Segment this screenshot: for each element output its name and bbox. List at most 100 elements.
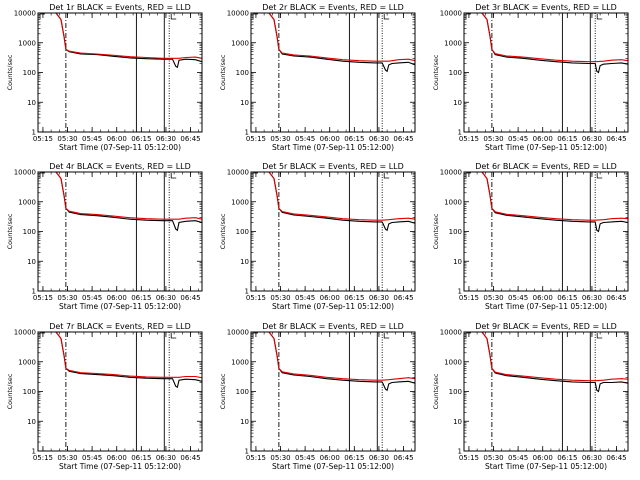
x-tick-label: 06:45 (180, 454, 200, 462)
chart-panel-5: Det 5r BLACK = Events, RED = LLD Counts/s… (219, 162, 416, 311)
y-axis-label: Counts/sec (6, 213, 14, 249)
lld-series-line (464, 13, 628, 63)
y-tick-label: 1000 (231, 39, 249, 47)
x-axis-label: Start Time (07-Sep-11 05:12:00) (59, 302, 181, 311)
x-tick-label: 05:30 (57, 135, 77, 143)
x-tick-label: 06:45 (393, 135, 413, 143)
x-tick-label: 06:00 (320, 294, 340, 302)
x-tick-label: 06:00 (107, 135, 127, 143)
y-tick-label: 10 (240, 99, 249, 107)
x-tick-label: 06:30 (582, 135, 602, 143)
y-tick-label: 10000 (227, 329, 249, 337)
x-tick-label: 05:30 (270, 135, 290, 143)
x-tick-label: 05:30 (483, 135, 503, 143)
plot-frame (37, 12, 203, 133)
y-tick-label: 10000 (227, 169, 249, 177)
plot-frame (250, 331, 416, 452)
top-left-bracket (465, 13, 471, 19)
y-tick-label: 100 (449, 388, 462, 396)
y-axis-label: Counts/sec (219, 213, 227, 249)
chart-panel-4: Det 4r BLACK = Events, RED = LLD Counts/s… (6, 162, 203, 311)
top-left-bracket (465, 332, 471, 338)
x-tick-label: 05:30 (483, 294, 503, 302)
x-tick-label: 05:45 (82, 135, 102, 143)
top-right-bracket (596, 14, 603, 20)
lld-series-line (464, 172, 628, 221)
x-tick-label: 06:00 (533, 454, 553, 462)
y-tick-label: 1 (32, 288, 36, 296)
chart-panel-7: Det 7r BLACK = Events, RED = LLD Counts/s… (6, 322, 203, 471)
y-tick-label: 10000 (14, 169, 36, 177)
y-tick-label: 100 (23, 388, 36, 396)
x-tick-label: 06:15 (557, 294, 577, 302)
x-tick-label: 06:15 (131, 454, 151, 462)
y-tick-label: 1000 (444, 39, 462, 47)
chart-panel-2: Det 2r BLACK = Events, RED = LLD Counts/s… (219, 3, 416, 152)
x-tick-label: 06:30 (156, 454, 176, 462)
x-tick-label: 06:30 (369, 294, 389, 302)
x-axis-label: Start Time (07-Sep-11 05:12:00) (272, 143, 394, 152)
y-axis-label: Counts/sec (432, 54, 440, 90)
x-tick-label: 05:30 (270, 294, 290, 302)
chart-panel-3: Det 3r BLACK = Events, RED = LLD Counts/s… (432, 3, 629, 152)
y-tick-label: 10 (240, 258, 249, 266)
x-tick-label: 06:15 (344, 294, 364, 302)
lld-series-line (464, 332, 628, 382)
x-axis-label: Start Time (07-Sep-11 05:12:00) (485, 143, 607, 152)
top-right-bracket (596, 173, 603, 179)
top-right-bracket (170, 14, 177, 20)
y-tick-label: 1000 (231, 198, 249, 206)
x-tick-label: 06:30 (156, 135, 176, 143)
y-tick-label: 10 (27, 258, 36, 266)
x-axis-label: Start Time (07-Sep-11 05:12:00) (485, 302, 607, 311)
x-tick-label: 06:15 (557, 454, 577, 462)
x-tick-label: 05:45 (295, 454, 315, 462)
top-left-bracket (465, 172, 471, 178)
x-tick-label: 05:45 (508, 135, 528, 143)
y-tick-label: 100 (236, 228, 249, 236)
y-tick-label: 1 (458, 288, 462, 296)
top-left-bracket (39, 332, 45, 338)
x-tick-label: 05:15 (33, 454, 53, 462)
y-tick-label: 10 (27, 99, 36, 107)
x-tick-label: 06:00 (107, 454, 127, 462)
plot-frame (463, 171, 629, 292)
y-tick-label: 1 (458, 129, 462, 137)
chart-title: Det 8r BLACK = Events, RED = LLD (262, 322, 404, 331)
y-tick-label: 1 (245, 129, 249, 137)
x-tick-label: 05:45 (508, 294, 528, 302)
y-tick-label: 10000 (14, 329, 36, 337)
x-tick-label: 06:30 (369, 454, 389, 462)
x-axis-label: Start Time (07-Sep-11 05:12:00) (272, 462, 394, 471)
y-tick-label: 100 (23, 228, 36, 236)
lld-series-line (251, 13, 415, 62)
lld-series-line (38, 172, 202, 220)
top-left-bracket (252, 13, 258, 19)
x-tick-label: 05:15 (33, 135, 53, 143)
chart-title: Det 6r BLACK = Events, RED = LLD (475, 162, 617, 171)
y-tick-label: 10 (27, 418, 36, 426)
top-right-bracket (596, 333, 603, 339)
y-tick-label: 100 (236, 388, 249, 396)
chart-panel-1: Det 1r BLACK = Events, RED = LLD Counts/s… (6, 3, 203, 152)
x-tick-label: 06:00 (320, 135, 340, 143)
x-tick-label: 06:15 (557, 135, 577, 143)
x-tick-label: 05:30 (483, 454, 503, 462)
chart-title: Det 9r BLACK = Events, RED = LLD (475, 322, 617, 331)
top-right-bracket (383, 333, 390, 339)
y-tick-label: 100 (23, 69, 36, 77)
x-tick-label: 05:15 (459, 454, 479, 462)
y-tick-label: 10000 (227, 10, 249, 18)
x-tick-label: 05:45 (295, 294, 315, 302)
x-axis-label: Start Time (07-Sep-11 05:12:00) (59, 462, 181, 471)
y-axis-label: Counts/sec (432, 373, 440, 409)
x-tick-label: 05:15 (246, 294, 266, 302)
x-axis-label: Start Time (07-Sep-11 05:12:00) (272, 302, 394, 311)
y-tick-label: 10 (453, 99, 462, 107)
y-tick-label: 1 (245, 288, 249, 296)
x-tick-label: 06:00 (320, 454, 340, 462)
x-tick-label: 06:15 (344, 135, 364, 143)
x-tick-label: 06:15 (131, 135, 151, 143)
y-axis-label: Counts/sec (219, 373, 227, 409)
x-tick-label: 06:45 (606, 135, 626, 143)
